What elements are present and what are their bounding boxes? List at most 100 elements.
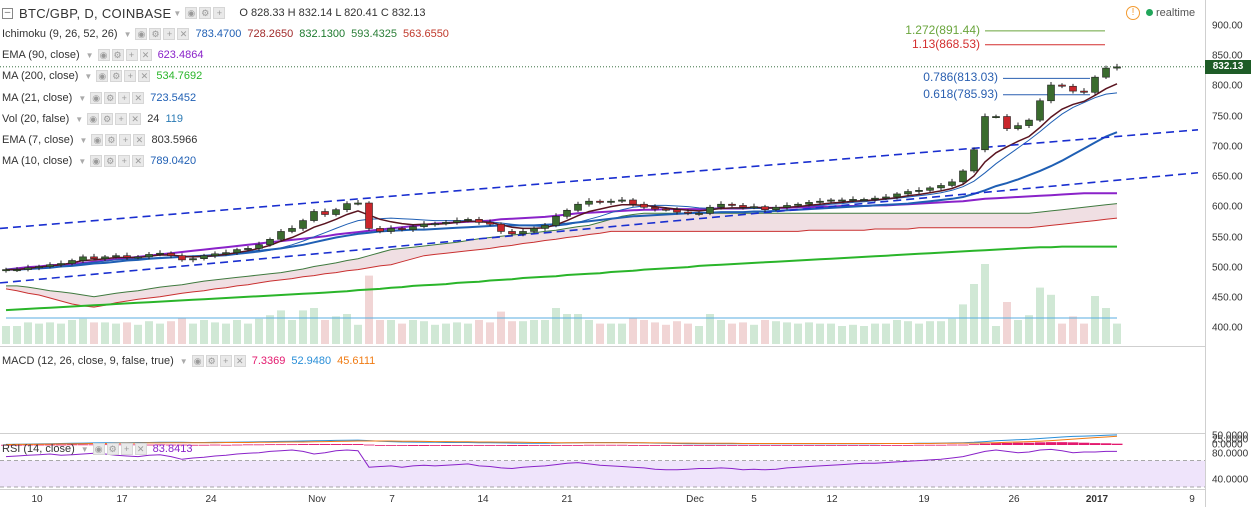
macd-histogram-bar — [298, 444, 309, 445]
candle-body — [145, 254, 153, 258]
add-icon[interactable]: + — [120, 443, 133, 455]
volume-bar — [761, 320, 769, 344]
settings-icon[interactable]: ⚙ — [199, 7, 212, 19]
fib-level-label: 1.272(891.44) — [905, 22, 980, 37]
settings-icon[interactable]: ⚙ — [101, 113, 114, 125]
candle-body — [959, 170, 967, 183]
macd-histogram-bar — [661, 445, 672, 446]
macd-histogram-bar — [485, 445, 496, 446]
candle-body — [563, 209, 571, 217]
add-icon[interactable]: + — [118, 155, 131, 167]
indicator-name[interactable]: MA (21, close) — [2, 92, 73, 104]
close-icon[interactable]: ✕ — [132, 92, 145, 104]
macd-histogram-bar — [166, 444, 177, 446]
add-icon[interactable]: + — [163, 28, 176, 40]
add-icon[interactable]: + — [213, 7, 226, 19]
chevron-down-icon[interactable]: ▼ — [79, 135, 88, 145]
macd-tick-label: 0.0000 — [1212, 439, 1243, 451]
eye-icon[interactable]: ◉ — [135, 28, 148, 40]
eye-icon[interactable]: ◉ — [90, 92, 103, 104]
candle-body — [860, 199, 868, 201]
settings-icon[interactable]: ⚙ — [106, 443, 119, 455]
add-icon[interactable]: + — [119, 134, 132, 146]
chevron-down-icon[interactable]: ▼ — [173, 8, 182, 18]
indicator-name[interactable]: MA (10, close) — [2, 155, 73, 167]
indicator-name[interactable]: RSI (14, close) — [2, 443, 75, 455]
chevron-down-icon[interactable]: ▼ — [179, 356, 188, 366]
candle-body — [409, 226, 417, 230]
settings-icon[interactable]: ⚙ — [149, 28, 162, 40]
volume-bar — [1047, 294, 1055, 344]
macd-histogram-bar — [804, 445, 815, 446]
indicator-name[interactable]: EMA (90, close) — [2, 49, 80, 61]
fib-level-label: 0.786(813.03) — [923, 70, 998, 85]
macd-histogram-bar — [826, 445, 837, 446]
settings-icon[interactable]: ⚙ — [205, 355, 218, 367]
candle-body — [2, 269, 10, 272]
indicator-value: 24 — [147, 113, 160, 125]
chevron-down-icon[interactable]: ▼ — [85, 50, 94, 60]
candle-body — [750, 206, 758, 209]
settings-icon[interactable]: ⚙ — [110, 70, 123, 82]
close-icon[interactable]: ✕ — [177, 28, 190, 40]
chevron-down-icon[interactable]: ▼ — [80, 444, 89, 454]
candle-body — [728, 203, 736, 206]
eye-icon[interactable]: ◉ — [185, 7, 198, 19]
candle-body — [519, 231, 527, 235]
volume-bar — [607, 323, 615, 344]
realtime-indicator: ! realtime — [1126, 6, 1195, 20]
close-icon[interactable]: ✕ — [129, 113, 142, 125]
chart-header: – BTC/GBP, D, COINBASE ▼ ◉ ⚙ + O 828.33 H … — [2, 5, 425, 21]
close-icon[interactable]: ✕ — [138, 70, 151, 82]
add-icon[interactable]: + — [115, 113, 128, 125]
indicator-name[interactable]: Ichimoku (9, 26, 52, 26) — [2, 28, 118, 40]
indicator-name[interactable]: MA (200, close) — [2, 70, 79, 82]
volume-bar — [398, 323, 406, 344]
eye-icon[interactable]: ◉ — [191, 355, 204, 367]
macd-histogram-bar — [1101, 443, 1112, 445]
add-icon[interactable]: + — [124, 70, 137, 82]
indicator-name[interactable]: MACD (12, 26, close, 9, false, true) — [2, 355, 174, 367]
volume-bar — [574, 314, 582, 344]
chevron-down-icon[interactable]: ▼ — [78, 156, 87, 166]
candle-body — [134, 256, 142, 259]
eye-icon[interactable]: ◉ — [90, 155, 103, 167]
add-icon[interactable]: + — [125, 49, 138, 61]
eye-icon[interactable]: ◉ — [97, 49, 110, 61]
volume-bar — [464, 323, 472, 344]
eye-icon[interactable]: ◉ — [92, 443, 105, 455]
close-icon[interactable]: ✕ — [132, 155, 145, 167]
eye-icon[interactable]: ◉ — [87, 113, 100, 125]
chevron-down-icon[interactable]: ▼ — [75, 114, 84, 124]
chevron-down-icon[interactable]: ▼ — [123, 29, 132, 39]
close-icon[interactable]: ✕ — [233, 355, 246, 367]
eye-icon[interactable]: ◉ — [91, 134, 104, 146]
symbol-label[interactable]: BTC/GBP, D, COINBASE — [19, 5, 172, 21]
macd-histogram-bar — [694, 445, 705, 446]
settings-icon[interactable]: ⚙ — [111, 49, 124, 61]
add-icon[interactable]: + — [219, 355, 232, 367]
chevron-down-icon[interactable]: ▼ — [78, 93, 87, 103]
date-tick-label: 17 — [116, 494, 128, 505]
settings-icon[interactable]: ⚙ — [104, 92, 117, 104]
indicator-name[interactable]: Vol (20, false) — [2, 113, 70, 125]
panel-divider — [0, 489, 1205, 490]
close-icon[interactable]: ✕ — [134, 443, 147, 455]
collapse-icon[interactable]: – — [2, 7, 13, 19]
chevron-down-icon[interactable]: ▼ — [84, 71, 93, 81]
settings-icon[interactable]: ⚙ — [104, 155, 117, 167]
volume-bar — [442, 323, 450, 344]
settings-icon[interactable]: ⚙ — [105, 134, 118, 146]
indicator-name[interactable]: EMA (7, close) — [2, 134, 74, 146]
warning-icon[interactable]: ! — [1126, 6, 1140, 20]
volume-bar — [1036, 287, 1044, 344]
volume-bar — [57, 323, 65, 344]
eye-icon[interactable]: ◉ — [96, 70, 109, 82]
add-icon[interactable]: + — [118, 92, 131, 104]
price-tick-label: 750.00 — [1212, 111, 1243, 122]
volume-bar — [112, 323, 120, 344]
candle-body — [68, 260, 76, 264]
close-icon[interactable]: ✕ — [133, 134, 146, 146]
close-icon[interactable]: ✕ — [139, 49, 152, 61]
